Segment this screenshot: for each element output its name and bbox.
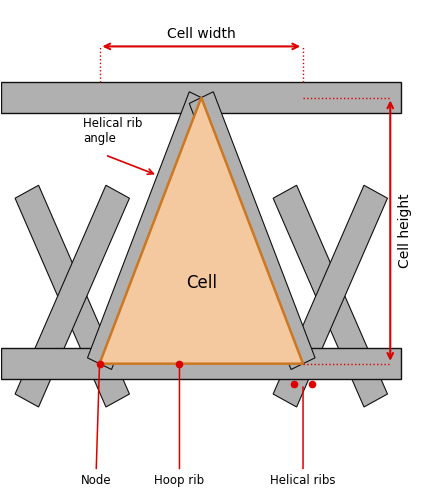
Polygon shape — [87, 92, 213, 370]
Polygon shape — [15, 185, 129, 407]
Bar — [1, 348, 401, 379]
Bar — [1, 82, 401, 113]
Polygon shape — [15, 185, 129, 407]
Polygon shape — [273, 185, 387, 407]
Polygon shape — [100, 98, 303, 364]
Text: Helical rib
angle: Helical rib angle — [83, 117, 143, 145]
Polygon shape — [273, 185, 387, 407]
Text: Helical ribs: Helical ribs — [270, 387, 336, 487]
Text: Hoop rib: Hoop rib — [155, 367, 205, 487]
Text: Cell width: Cell width — [167, 27, 236, 41]
Text: Cell: Cell — [186, 274, 217, 292]
Polygon shape — [189, 92, 315, 370]
Text: Node: Node — [80, 367, 111, 487]
Text: Cell height: Cell height — [398, 193, 412, 268]
